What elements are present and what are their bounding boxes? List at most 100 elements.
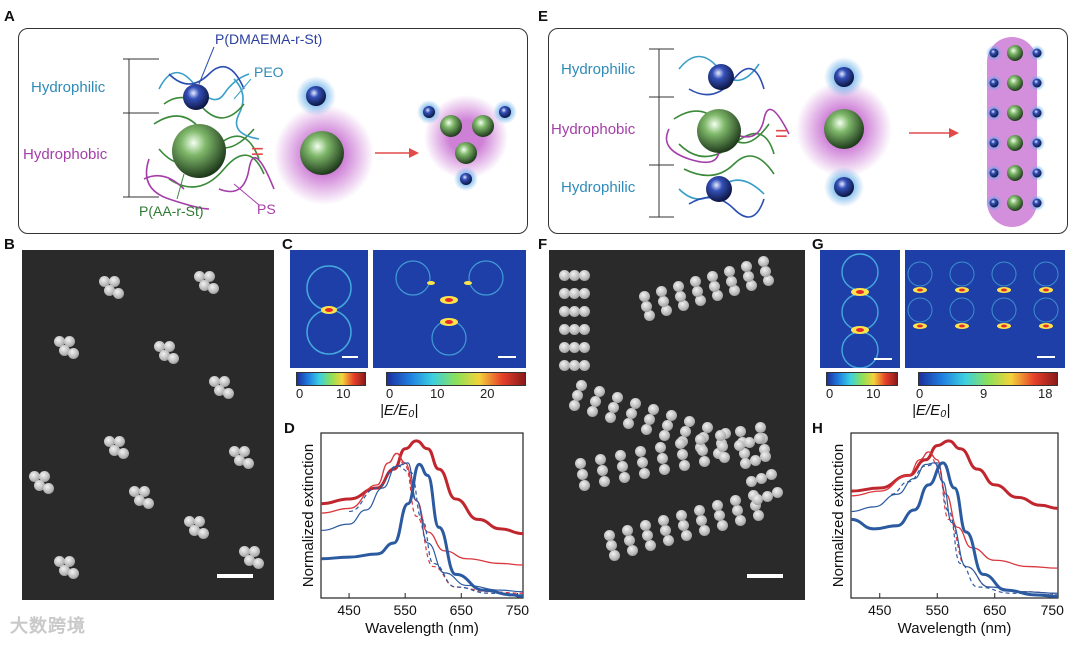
panel-label-c: C (282, 236, 293, 253)
sem-particle (572, 390, 584, 402)
sem-particle (701, 422, 713, 434)
polymer-chains (143, 65, 275, 210)
sem-particle (68, 348, 79, 359)
sem-image-b (22, 250, 274, 600)
sem-particle (118, 448, 129, 459)
sem-particle (634, 446, 646, 457)
x-tick-label: 550 (393, 602, 417, 618)
sem-particle (624, 535, 636, 547)
sem-particle (711, 500, 723, 512)
sem-particle (678, 300, 689, 311)
sem-particle (663, 535, 674, 546)
sem-particle (638, 291, 650, 303)
sem-particle (574, 458, 586, 469)
sem-particle (611, 392, 623, 404)
sem-particle (719, 452, 730, 463)
tick-c-l0: 0 (386, 386, 394, 401)
sem-particle (680, 426, 692, 438)
peo-label: PEO (254, 64, 284, 80)
sem-particle (712, 290, 723, 301)
sem-particle (219, 376, 230, 387)
sem-particle (29, 471, 40, 482)
field-map-g-trimer (820, 250, 900, 368)
sem-particle (760, 265, 772, 277)
schematic-e: Hydrophilic Hydrophobic Hydrophilic = (548, 28, 1068, 234)
sem-particle (683, 416, 695, 428)
sem-particle (734, 426, 746, 437)
sem-particle (729, 285, 740, 296)
sem-particle (113, 288, 124, 299)
sem-particle (714, 430, 726, 441)
sem-particle (578, 360, 590, 371)
g-field-particle (949, 261, 975, 287)
tick-g-s1: 10 (866, 386, 881, 401)
g-field-particle (1033, 297, 1059, 323)
hydrophilic-label: Hydrophilic (31, 79, 106, 96)
sem-particle (578, 288, 590, 299)
sem-particle (743, 436, 755, 448)
sem-particle (164, 341, 175, 352)
g-hotspot-core (1043, 324, 1049, 328)
series-line (850, 439, 1059, 510)
sem-particle (675, 290, 687, 302)
sem-particle (579, 480, 590, 491)
sem-particle (606, 540, 618, 552)
sem-particle (139, 486, 150, 497)
sem-particle (735, 515, 746, 526)
sem-particle (54, 336, 65, 347)
sem-particle (729, 495, 741, 507)
field-map-g-trimer-art (841, 253, 892, 368)
g-field-particle (907, 297, 933, 323)
sem-particle (692, 285, 704, 297)
sem-particle (759, 444, 770, 455)
field-map-g-chain-art (907, 261, 1059, 358)
sem-particle (672, 281, 684, 293)
sem-particle (761, 490, 773, 502)
sem-particle (559, 324, 570, 335)
sem-particle (99, 276, 110, 287)
colorbar-g-large (918, 372, 1058, 386)
x-tick-label: 450 (868, 602, 892, 618)
sem-particle (578, 342, 590, 353)
sem-particle (184, 516, 195, 527)
sem-particle (696, 445, 708, 456)
schematic-a-drawing (123, 46, 517, 210)
sem-particle (34, 480, 45, 491)
sem-particle (654, 442, 666, 453)
sem-particle (740, 261, 752, 273)
series-line (850, 461, 1059, 598)
series-line (320, 462, 524, 598)
g-hotspot-core (917, 288, 923, 292)
sem-particle (746, 280, 757, 291)
sem-particle (629, 398, 641, 410)
g-hotspot-core (1001, 288, 1007, 292)
sem-particle (593, 386, 605, 398)
x-axis-label: Wavelength (nm) (365, 620, 479, 637)
sem-particle (568, 342, 580, 353)
sem-particle (608, 402, 620, 414)
scale-bar-b (217, 574, 253, 578)
sem-particle (623, 418, 634, 429)
sem-particle (199, 280, 210, 291)
sem-particle (154, 341, 165, 352)
sem-particle (759, 451, 771, 463)
tick-g-l0: 0 (916, 386, 924, 401)
sem-particle (659, 430, 670, 441)
sem-particle (594, 454, 606, 465)
sem-particle (723, 266, 735, 278)
sem-particle (645, 540, 656, 551)
tick-c-l2: 20 (480, 386, 495, 401)
sem-particle (746, 476, 757, 487)
sem-particle (716, 441, 728, 452)
sem-particle (639, 468, 650, 479)
sem-particle (609, 550, 620, 561)
tick-g-l2: 18 (1038, 386, 1053, 401)
sem-particle (740, 458, 751, 469)
sem-particle (109, 445, 120, 456)
sem-particle (575, 380, 587, 392)
sem-particle (234, 455, 245, 466)
sem-particle (64, 336, 75, 347)
sem-particle (596, 465, 608, 476)
sem-particle (734, 440, 745, 451)
sem-particle (239, 446, 250, 457)
